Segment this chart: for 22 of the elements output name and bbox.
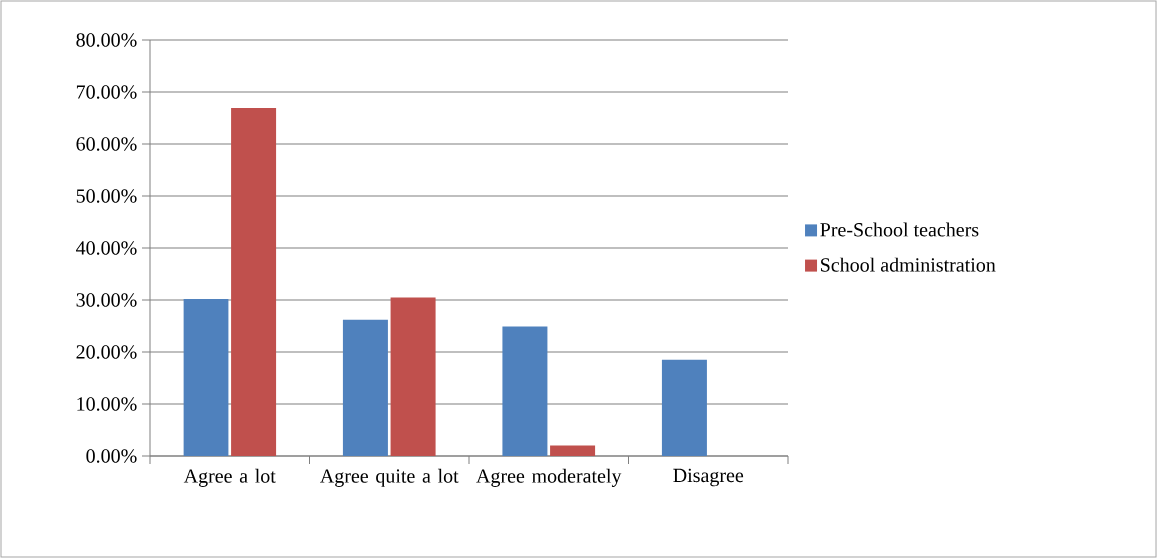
bar — [342, 319, 388, 456]
bar — [231, 108, 277, 456]
bar — [661, 359, 707, 456]
bar — [502, 326, 548, 456]
legend-label: School administration — [821, 257, 996, 272]
bar — [550, 445, 596, 456]
y-tick-label: 30.00% — [76, 293, 137, 307]
bar — [183, 298, 229, 456]
y-tick-label: 80.00% — [76, 33, 137, 47]
x-tick-label: Agree moderately — [476, 468, 622, 487]
legend-label: Pre-School teachers — [820, 222, 979, 237]
x-tick-label: Disagree — [673, 468, 744, 487]
y-tick-label: 50.00% — [76, 189, 137, 203]
y-tick-label: 60.00% — [76, 137, 137, 151]
x-tick-label: Agree a lot — [183, 468, 276, 487]
y-tick-label: 70.00% — [76, 85, 137, 99]
bar — [390, 297, 436, 456]
y-tick-label: 0.00% — [86, 449, 137, 463]
x-tick-label: Agree quite a lot — [320, 468, 459, 487]
y-tick-label: 40.00% — [76, 241, 137, 255]
y-tick-label: 10.00% — [77, 397, 137, 411]
y-tick-label: 20.00% — [76, 345, 137, 359]
